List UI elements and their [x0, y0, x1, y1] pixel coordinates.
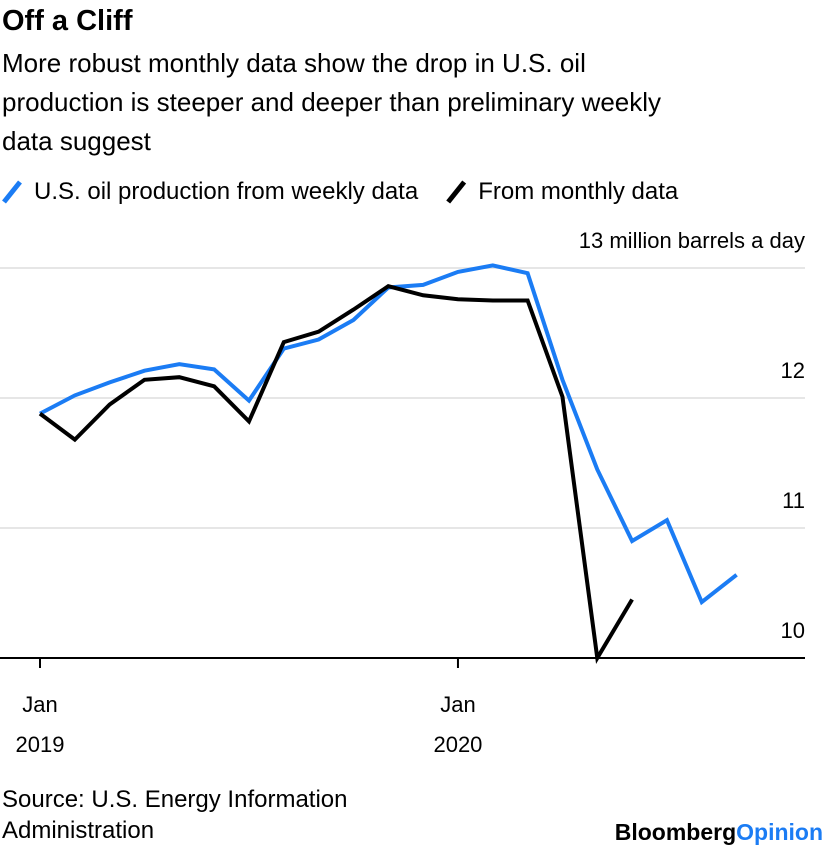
y-tick-label: 13 million barrels a day — [579, 228, 805, 253]
legend-label: U.S. oil production from weekly data — [34, 178, 419, 205]
subtitle: More robust monthly data show the drop i… — [2, 48, 586, 78]
y-tick-label: 10 — [781, 618, 805, 643]
subtitle: production is steeper and deeper than pr… — [2, 87, 661, 117]
x-tick-label: Jan 2019 — [16, 692, 65, 757]
legend-label: From monthly data — [478, 178, 679, 205]
logo-part: Bloomberg — [615, 819, 736, 845]
x-tick-label: Jan 2020 — [433, 692, 482, 757]
subtitle: data suggest — [2, 126, 152, 156]
logo: BloombergOpinion — [615, 819, 823, 845]
y-tick-label: 12 — [781, 358, 805, 383]
logo-part: Opinion — [736, 819, 823, 845]
legend-swatch — [2, 180, 22, 204]
source: Administration — [2, 817, 154, 844]
series-line — [38, 284, 634, 664]
y-tick-label: 11 — [782, 488, 805, 513]
chart-title: Off a Cliff — [2, 5, 133, 37]
legend-swatch — [446, 180, 467, 204]
source: Source: U.S. Energy Information — [2, 786, 348, 813]
series-line — [39, 263, 738, 606]
